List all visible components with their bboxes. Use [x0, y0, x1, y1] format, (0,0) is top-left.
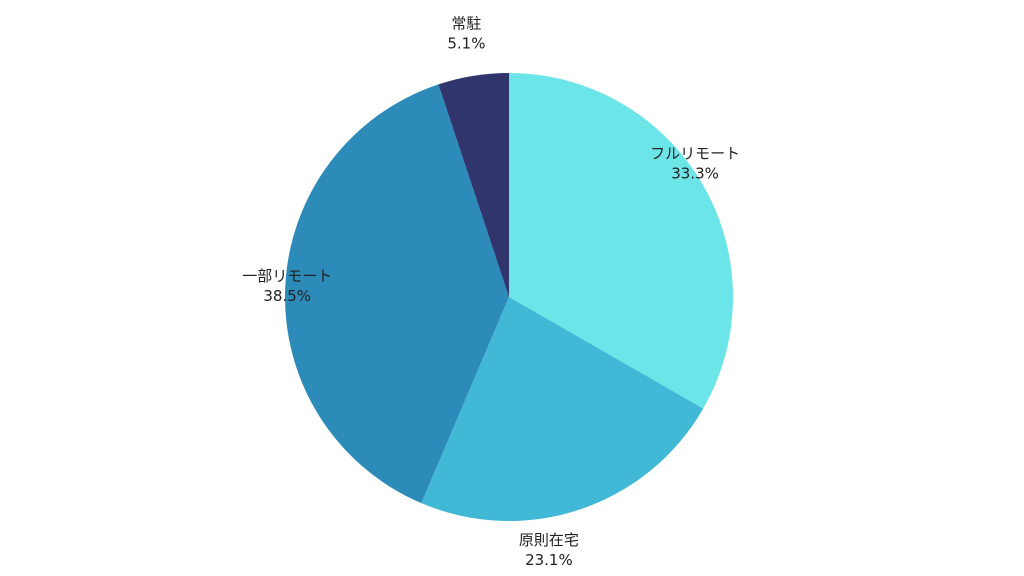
slice-value-label: 5.1% — [447, 34, 485, 52]
slice-value-label: 23.1% — [525, 551, 573, 569]
slice-label: 一部リモート — [242, 267, 332, 285]
pie-slices — [285, 73, 734, 521]
slice-value-label: 38.5% — [263, 287, 311, 305]
pie-slice — [285, 84, 509, 504]
slice-value-label: 33.3% — [671, 164, 719, 182]
pie-slice — [421, 297, 704, 521]
pie-slice — [438, 73, 509, 297]
slice-label: 原則在宅 — [519, 531, 579, 549]
slice-label: 常駐 — [451, 14, 481, 32]
pie-slice — [509, 73, 734, 409]
slice-label: フルリモート — [650, 144, 740, 162]
pie-labels: フルリモート 33.3% 原則在宅 23.1% 一部リモート 38.5% 常駐 5.1% — [242, 14, 740, 569]
